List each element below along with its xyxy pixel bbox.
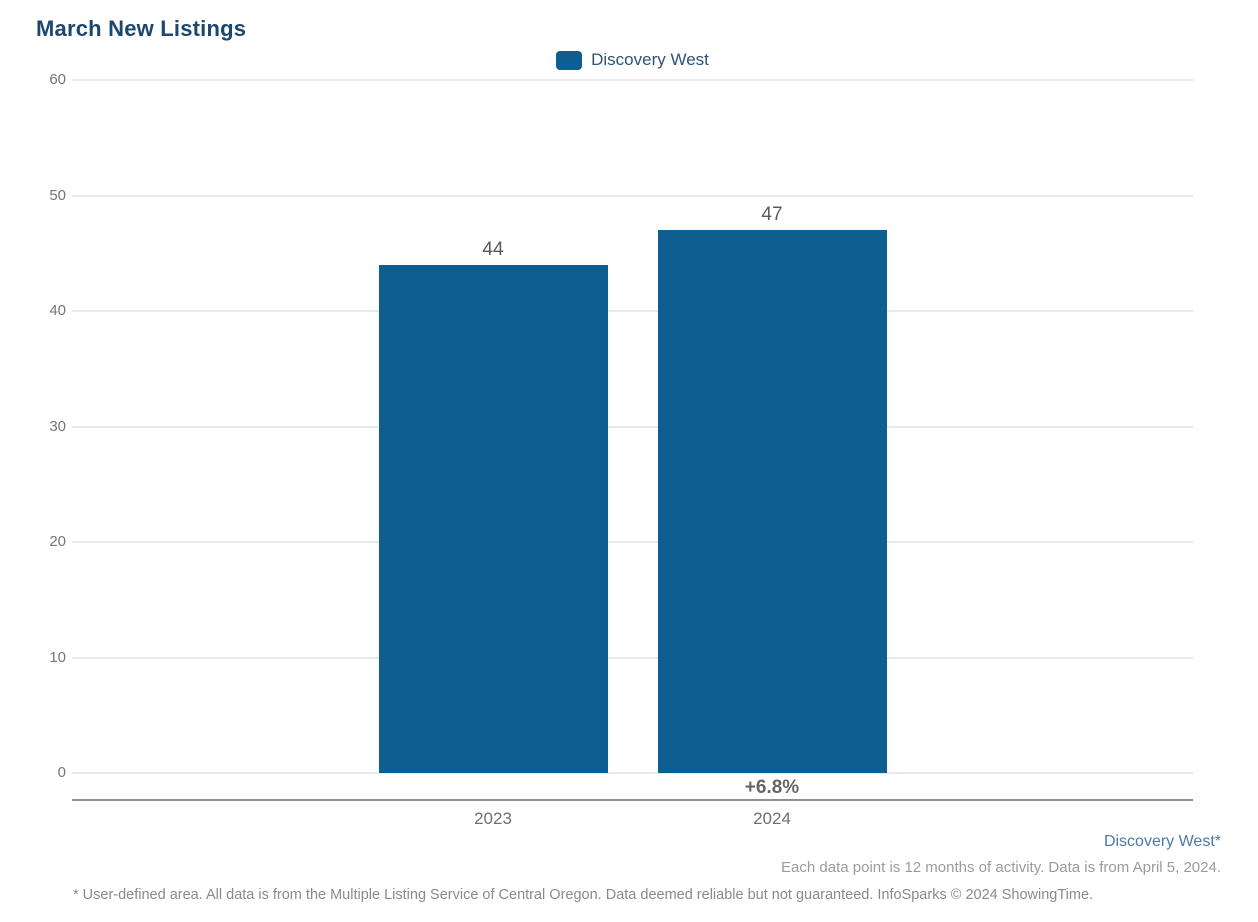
y-tick-label-0: 0 xyxy=(57,764,66,781)
plot-area: 44 47 xyxy=(72,79,1193,774)
bar-2024[interactable] xyxy=(657,230,887,773)
y-tick-label-50: 50 xyxy=(49,186,66,204)
y-tick-label-40: 40 xyxy=(49,302,66,319)
legend-item-discovery-west[interactable]: Discovery West xyxy=(556,50,709,70)
x-tick-label-2023: 2023 xyxy=(474,809,512,828)
gridline-50 xyxy=(72,194,1193,197)
chart-legend: Discovery West xyxy=(72,49,1193,71)
change-label-2024: +6.8% xyxy=(744,777,800,798)
y-tick-label-30: 30 xyxy=(49,417,66,435)
legend-item-label: Discovery West xyxy=(591,50,709,69)
y-tick-label-60: 60 xyxy=(49,71,66,88)
gridline-30 xyxy=(72,425,1193,428)
y-tick-label-20: 20 xyxy=(49,533,66,550)
chart-title: March New Listings xyxy=(36,16,247,41)
gridline-10 xyxy=(72,656,1193,659)
gridline-60 xyxy=(72,79,1193,81)
bar-value-label-2023: 44 xyxy=(482,238,504,260)
y-axis: 0 10 20 30 40 50 60 xyxy=(26,0,66,922)
bar-value-label-2024: 47 xyxy=(761,204,783,226)
x-axis-line xyxy=(72,799,1193,801)
footer-data-note: Each data point is 12 months of activity… xyxy=(781,859,1221,876)
bar-2023[interactable] xyxy=(378,264,608,773)
footer-disclaimer: * User-defined area. All data is from th… xyxy=(73,887,1094,903)
x-tick-label-2024: 2024 xyxy=(753,809,791,828)
legend-swatch-icon xyxy=(556,50,583,70)
y-tick-label-10: 10 xyxy=(49,648,66,666)
gridline-0 xyxy=(72,772,1193,774)
gridline-40 xyxy=(72,310,1193,312)
gridline-20 xyxy=(72,541,1193,543)
footer-area-name: Discovery West* xyxy=(1103,833,1221,850)
